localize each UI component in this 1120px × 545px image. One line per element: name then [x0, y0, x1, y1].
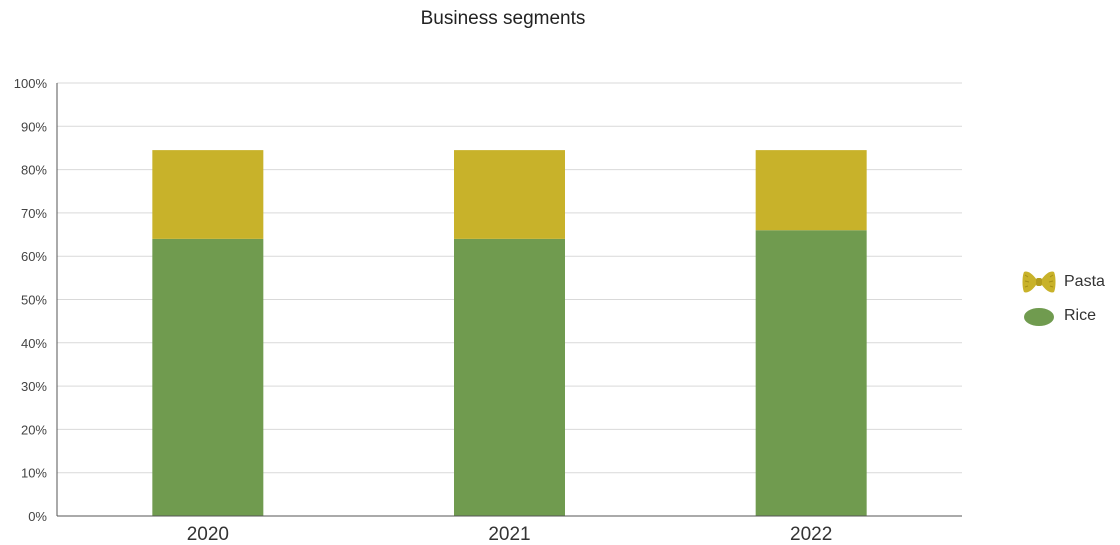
legend-label-pasta: Pasta — [1064, 273, 1105, 290]
bar-pasta-2022 — [755, 150, 867, 231]
axes — [56, 83, 962, 517]
y-tick-label: 20% — [21, 422, 47, 437]
bar-rice-2021 — [454, 238, 565, 516]
chart-title: Business segments — [420, 8, 586, 29]
bar-rice-2022 — [755, 230, 867, 516]
legend-item-rice: Rice — [1022, 299, 1105, 333]
y-tick-label: 50% — [21, 293, 47, 308]
x-tick-labels: 2020 2021 2022 — [187, 524, 833, 545]
y-tick-label: 100% — [14, 76, 48, 91]
x-tick-label: 2021 — [488, 524, 530, 545]
x-tick-label: 2022 — [790, 524, 832, 545]
y-tick-label: 90% — [21, 119, 47, 134]
y-tick-label: 70% — [21, 206, 47, 221]
y-tick-label: 80% — [21, 163, 47, 178]
legend: Pasta Rice — [1022, 265, 1105, 333]
legend-item-pasta: Pasta — [1022, 265, 1105, 299]
y-tick-label: 30% — [21, 379, 47, 394]
rice-grain-icon — [1024, 308, 1054, 326]
bar-pasta-2021 — [454, 150, 565, 239]
y-tick-labels: 0% 10% 20% 30% 40% 50% 60% 70% 80% 90% 100% — [14, 76, 48, 524]
farfalle-pasta-icon — [1022, 271, 1056, 293]
bars — [152, 150, 867, 516]
y-tick-label: 0% — [28, 509, 47, 524]
legend-label-rice: Rice — [1064, 307, 1097, 324]
bar-rice-2020 — [152, 238, 264, 516]
y-tick-label: 10% — [21, 466, 47, 481]
y-tick-label: 60% — [21, 249, 47, 264]
bar-pasta-2020 — [152, 150, 264, 239]
x-tick-label: 2020 — [187, 524, 229, 545]
y-tick-label: 40% — [21, 336, 47, 351]
